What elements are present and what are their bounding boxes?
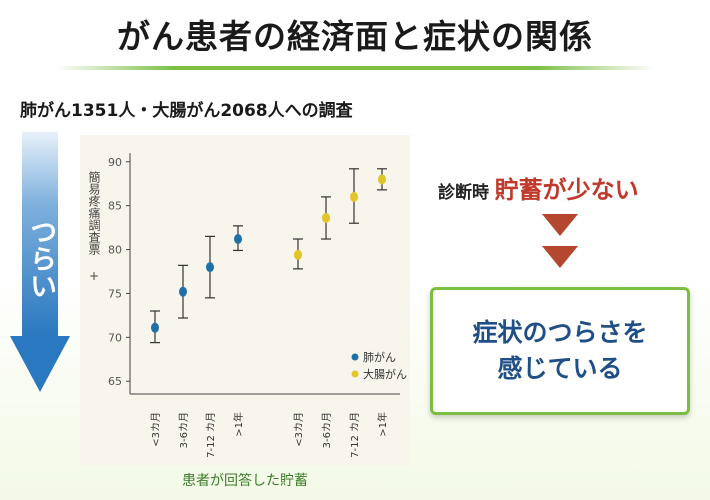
- pain-arrow-shaft: [22, 132, 58, 337]
- chart-panel: 65 70 75 80 85 90 簡易疼痛調査票 + <3カ月 3-6カ月 7-12 カ月 >1年…: [80, 135, 410, 465]
- diagnosis-prefix: 診断時: [438, 183, 489, 203]
- x-axis-caption: 患者が回答した貯蓄: [182, 473, 308, 489]
- legend-marker: [351, 370, 359, 378]
- y-tick-label: 90: [108, 156, 122, 169]
- data-point: [294, 249, 302, 260]
- result-box: 症状のつらさを 感じている: [430, 287, 690, 415]
- y-axis-label: 簡易疼痛調査票 +: [87, 170, 101, 283]
- result-line-1: 症状のつらさを: [472, 318, 648, 347]
- legend-label: 大腸がん: [363, 367, 407, 381]
- x-tick-label: 7-12 カ月: [205, 412, 217, 458]
- data-point: [322, 212, 330, 223]
- data-point: [234, 234, 242, 245]
- down-arrow-icon: [542, 214, 578, 236]
- result-line-2: 感じている: [497, 354, 623, 383]
- data-point: [378, 174, 386, 185]
- y-tick-label: 80: [108, 244, 122, 257]
- data-point: [350, 191, 358, 202]
- diagnosis-statement: 診断時 貯蓄が少ない: [438, 170, 698, 205]
- x-tick-label: >1年: [232, 412, 245, 437]
- x-tick-label: 3-6カ月: [321, 412, 333, 448]
- x-tick-label: <3カ月: [150, 412, 162, 447]
- x-tick-label: <3カ月: [293, 412, 305, 447]
- x-tick-label: >1年: [376, 412, 389, 437]
- x-tick-label: 3-6カ月: [178, 412, 190, 448]
- title-underline: [55, 66, 655, 70]
- down-arrow-icon: [10, 336, 70, 392]
- y-tick-label: 65: [108, 375, 122, 388]
- y-tick-label: 85: [108, 200, 122, 213]
- x-tick-label: 7-12 カ月: [349, 412, 361, 458]
- pain-score-chart: 65 70 75 80 85 90 簡易疼痛調査票 + <3カ月 3-6カ月 7-12 カ月 >1年…: [87, 153, 407, 458]
- legend-label: 肺がん: [363, 350, 396, 364]
- pain-arrow-label: つらい: [25, 218, 56, 299]
- data-point: [206, 262, 214, 273]
- legend-marker: [351, 353, 359, 361]
- data-point: [179, 286, 187, 297]
- down-arrow-icon: [542, 246, 578, 268]
- y-tick-label: 75: [108, 287, 122, 300]
- data-point: [151, 322, 159, 333]
- page-title: がん患者の経済面と症状の関係: [117, 17, 593, 56]
- y-tick-label: 70: [108, 331, 122, 344]
- study-subtitle: 肺がん1351人・大腸がん2068人への調査: [20, 101, 353, 121]
- diagnosis-emphasis: 貯蓄が少ない: [494, 176, 639, 204]
